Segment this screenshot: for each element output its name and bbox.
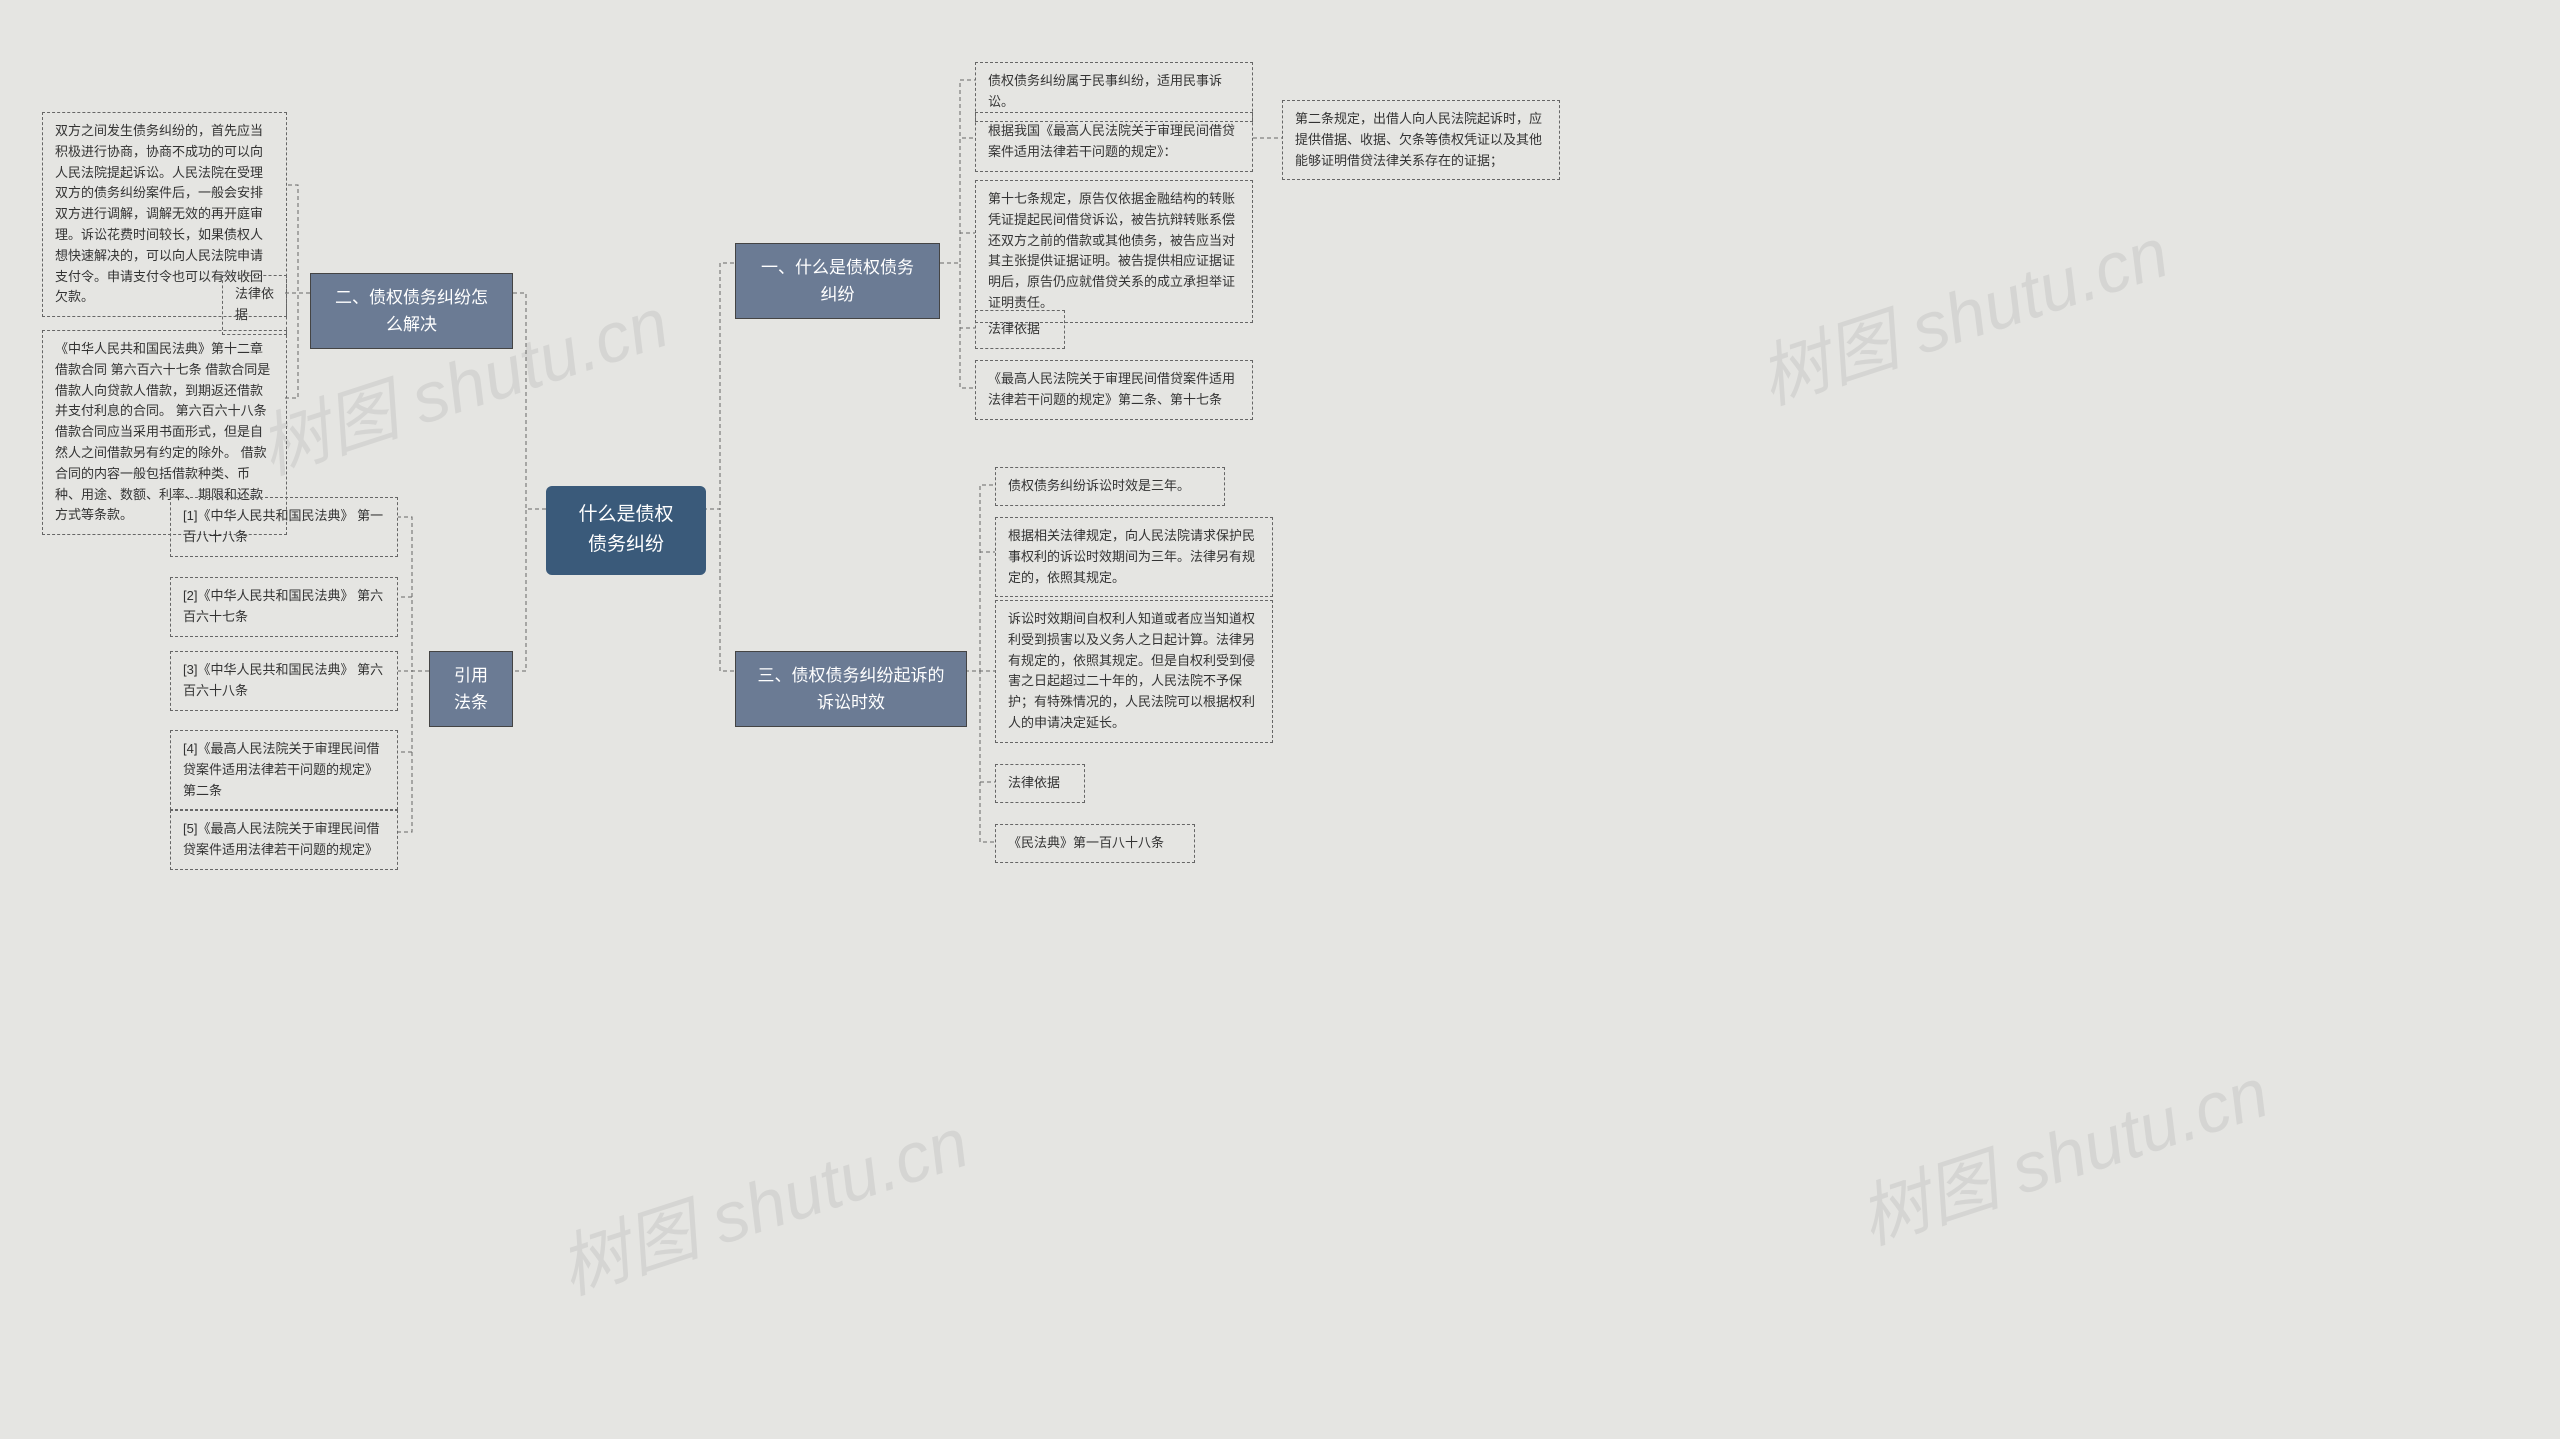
watermark: 树图 shutu.cn <box>1845 1037 2280 1264</box>
leaf-b3c1: 债权债务纠纷诉讼时效是三年。 <box>995 467 1225 506</box>
leaf-b2c2: 法律依据 <box>222 275 287 335</box>
leaf-b3c5: 《民法典》第一百八十八条 <box>995 824 1195 863</box>
leaf-b4c3: [3]《中华人民共和国民法典》 第六百六十八条 <box>170 651 398 711</box>
root-node: 什么是债权债务纠纷 <box>546 486 706 575</box>
leaf-b1c5: 《最高人民法院关于审理民间借贷案件适用法律若干问题的规定》第二条、第十七条 <box>975 360 1253 420</box>
leaf-b1c3: 第十七条规定，原告仅依据金融结构的转账凭证提起民间借贷诉讼，被告抗辩转账系偿还双… <box>975 180 1253 323</box>
branch-2: 二、债权债务纠纷怎么解决 <box>310 273 513 349</box>
branch-4: 引用法条 <box>429 651 513 727</box>
watermark: 树图 shutu.cn <box>545 1087 980 1314</box>
leaf-b1c4: 法律依据 <box>975 310 1065 349</box>
leaf-b3c4: 法律依据 <box>995 764 1085 803</box>
leaf-b4c4: [4]《最高人民法院关于审理民间借贷案件适用法律若干问题的规定》 第二条 <box>170 730 398 810</box>
leaf-b3c2: 根据相关法律规定，向人民法院请求保护民事权利的诉讼时效期间为三年。法律另有规定的… <box>995 517 1273 597</box>
branch-1: 一、什么是债权债务纠纷 <box>735 243 940 319</box>
leaf-b1c2-sub: 第二条规定，出借人向人民法院起诉时，应提供借据、收据、欠条等债权凭证以及其他能够… <box>1282 100 1560 180</box>
leaf-b1c2: 根据我国《最高人民法院关于审理民间借贷案件适用法律若干问题的规定》： <box>975 112 1253 172</box>
leaf-b4c1: [1]《中华人民共和国民法典》 第一百八十八条 <box>170 497 398 557</box>
connector-layer <box>0 0 2560 1439</box>
branch-3: 三、债权债务纠纷起诉的诉讼时效 <box>735 651 967 727</box>
leaf-b4c5: [5]《最高人民法院关于审理民间借贷案件适用法律若干问题的规定》 <box>170 810 398 870</box>
watermark: 树图 shutu.cn <box>1745 197 2180 424</box>
leaf-b4c2: [2]《中华人民共和国民法典》 第六百六十七条 <box>170 577 398 637</box>
leaf-b3c3: 诉讼时效期间自权利人知道或者应当知道权利受到损害以及义务人之日起计算。法律另有规… <box>995 600 1273 743</box>
